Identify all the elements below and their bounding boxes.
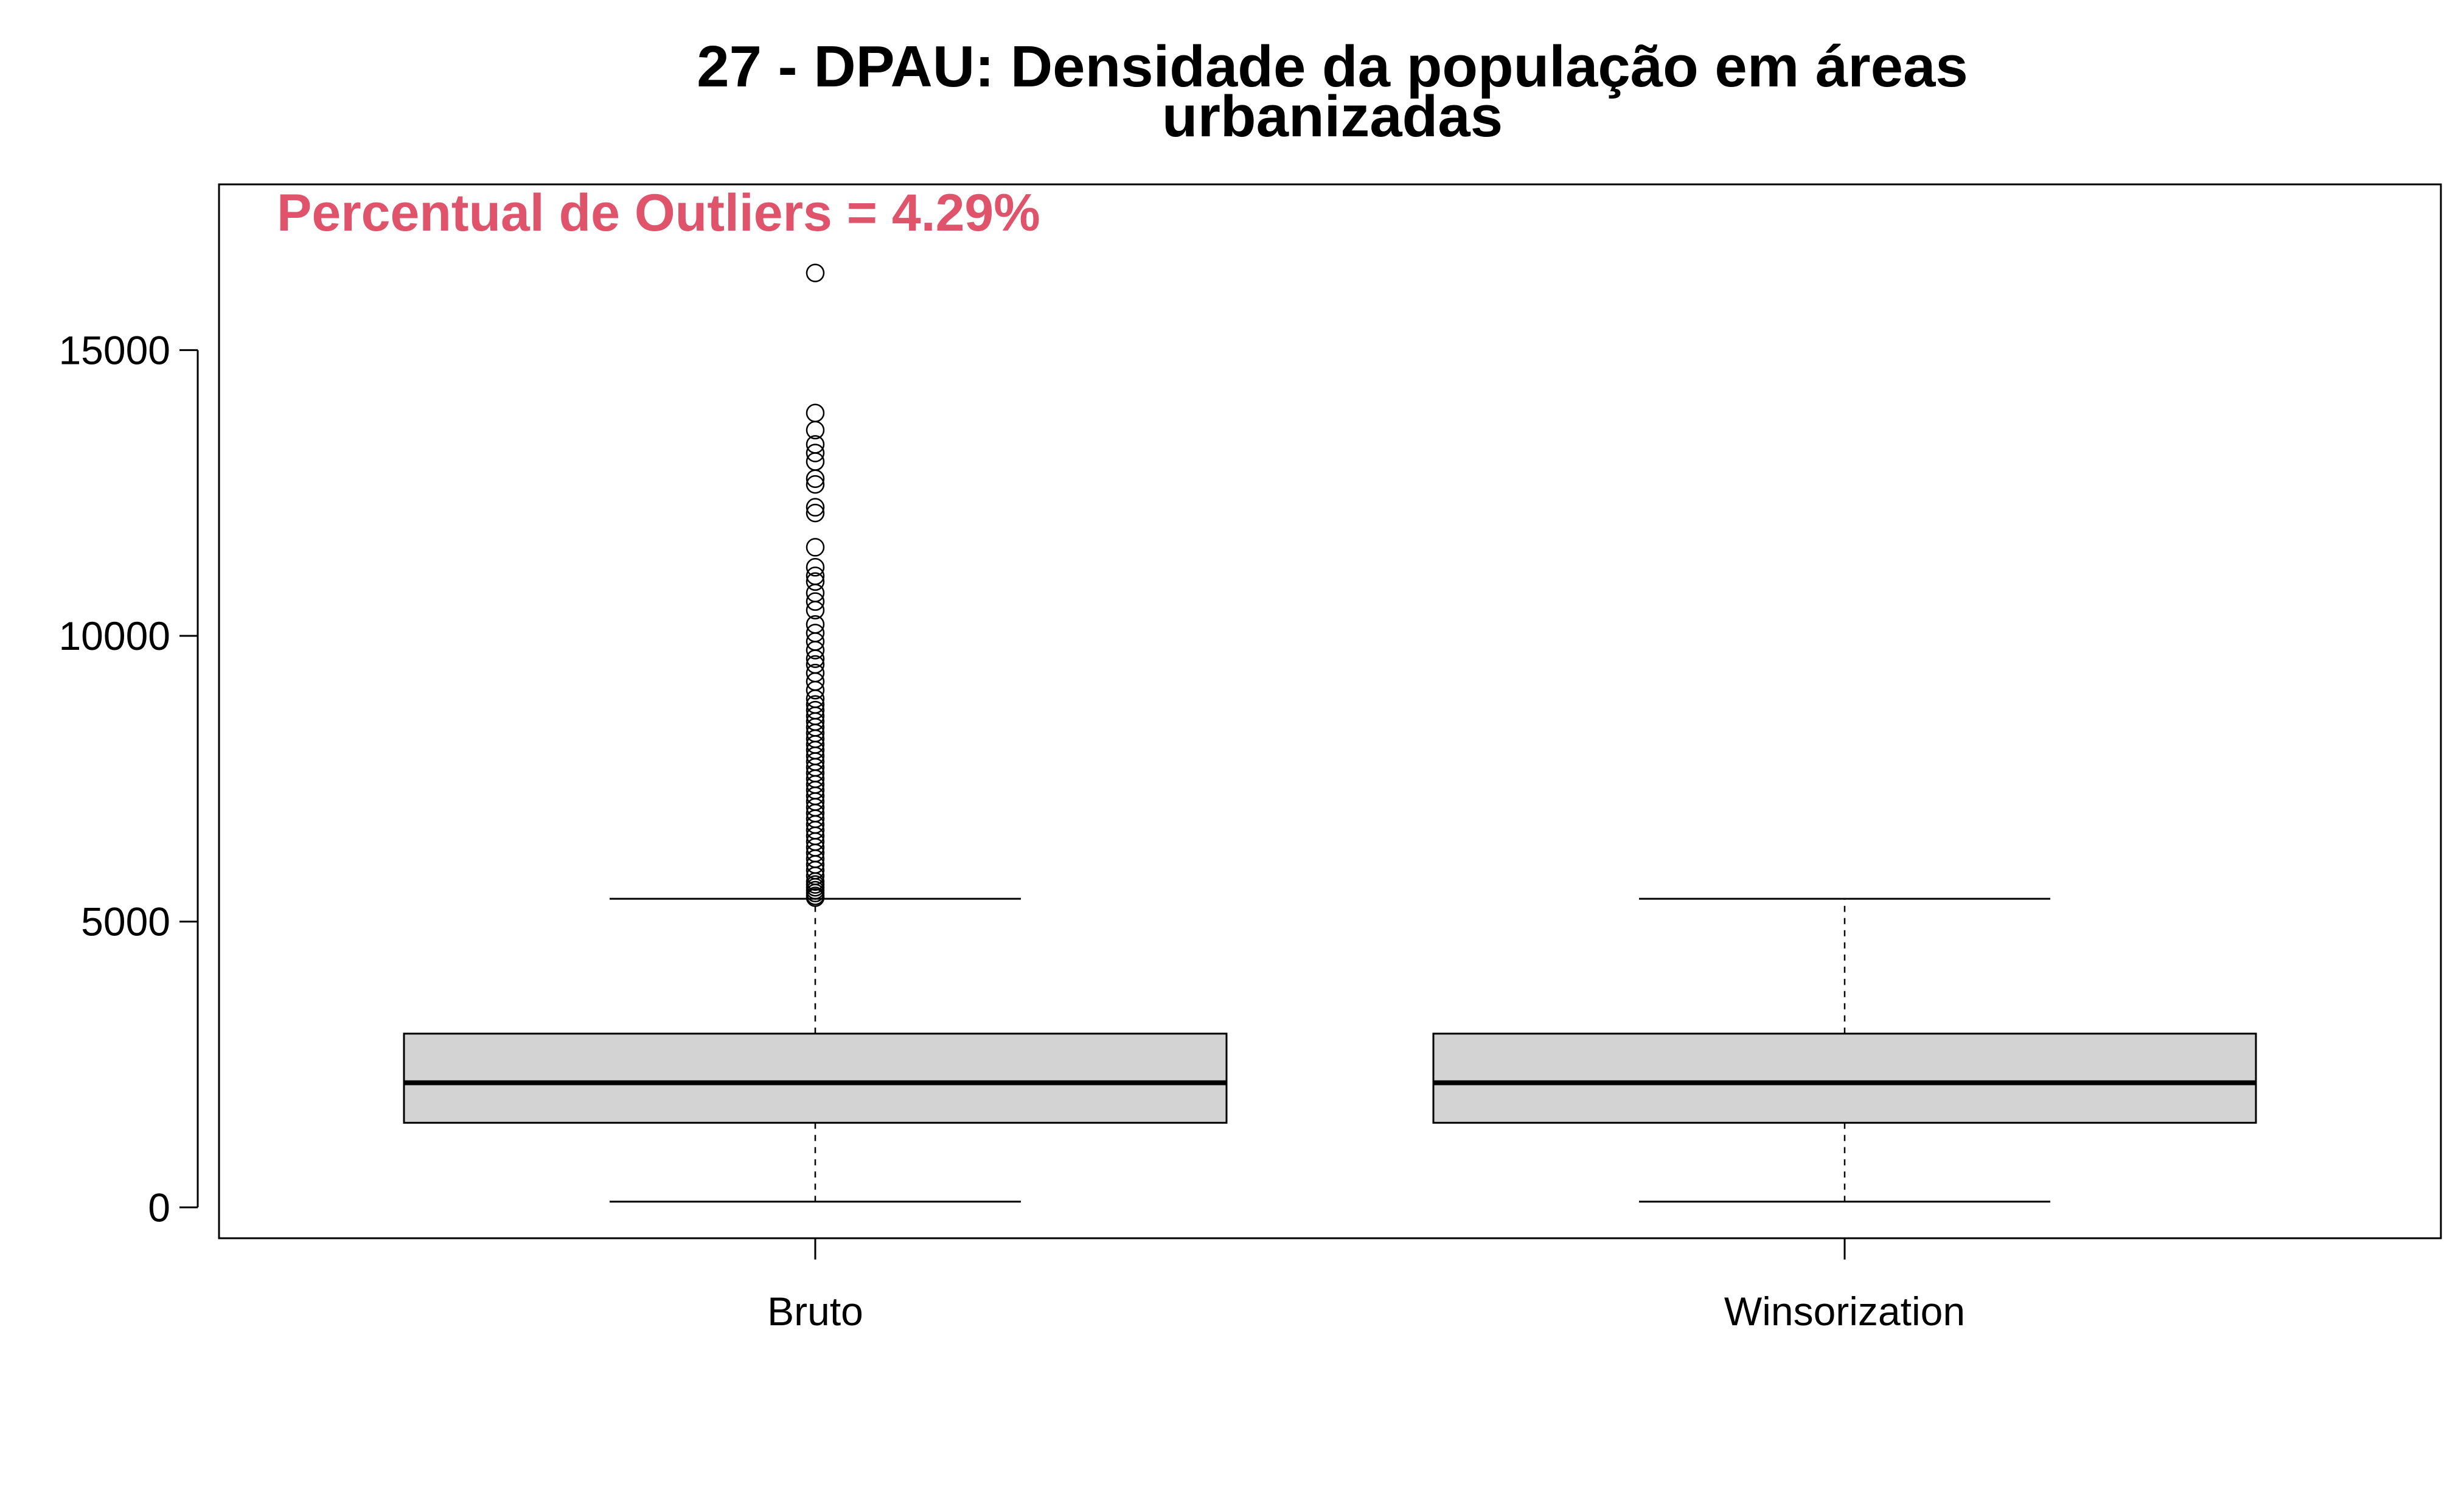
- outlier-point: [806, 444, 825, 462]
- interquartile-box: [403, 1033, 1228, 1124]
- x-axis: Bruto Winsorization: [767, 1237, 1965, 1334]
- box-winsorization: [1432, 897, 2257, 1203]
- y-axis: 0 5000 10000 15000: [58, 327, 199, 1230]
- outlier-point: [806, 475, 825, 494]
- outlier-point: [806, 641, 825, 660]
- outlier-point: [806, 420, 825, 440]
- y-tick-label: 5000: [81, 899, 170, 944]
- outlier-point: [806, 469, 825, 488]
- boxes-layer: [403, 263, 2257, 1203]
- outlier-point: [806, 680, 825, 700]
- outlier-percentage-annotation: Percentual de Outliers = 4.29%: [277, 184, 1040, 242]
- outlier-point: [806, 649, 825, 668]
- box-bruto: [403, 263, 1228, 1203]
- x-tick-label: Winsorization: [1724, 1289, 1965, 1334]
- y-tick-label: 10000: [58, 613, 170, 658]
- outlier-point: [806, 572, 825, 591]
- chart-title-line-1: 27 - DPAU: Densidade da população em áre…: [697, 34, 1968, 99]
- outlier-point: [806, 498, 825, 517]
- y-tick-label: 15000: [58, 327, 170, 372]
- outlier-point: [806, 263, 825, 282]
- outlier-point: [806, 558, 825, 577]
- y-tick-label: 0: [148, 1185, 170, 1230]
- outlier-point: [806, 503, 825, 523]
- interquartile-box: [1432, 1033, 2257, 1124]
- x-tick-label: Bruto: [767, 1289, 863, 1334]
- chart-title-line-2: urbanizadas: [1162, 84, 1503, 149]
- outlier-point: [806, 601, 825, 620]
- outlier-point: [806, 592, 825, 611]
- outlier-point: [806, 888, 825, 907]
- outlier-point: [806, 538, 825, 557]
